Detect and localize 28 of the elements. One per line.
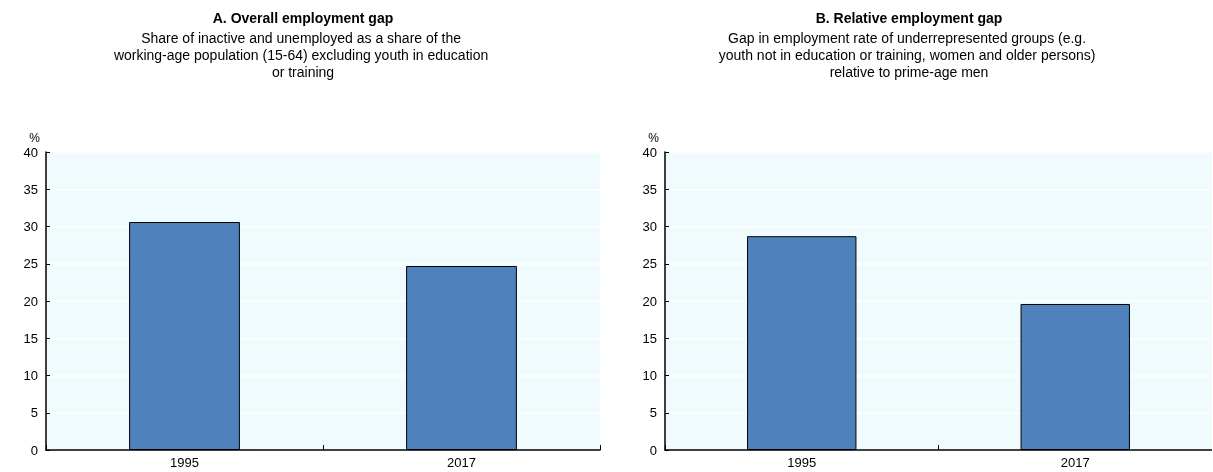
y-tick-label: 35	[23, 181, 38, 197]
y-tick-label: 30	[642, 219, 657, 234]
y-tick-label: 25	[23, 256, 38, 272]
x-tick-label: 1995	[170, 455, 199, 470]
y-axis-title: %	[29, 131, 41, 145]
y-axis-title: %	[648, 131, 660, 145]
y-tick-label: 40	[642, 144, 657, 160]
y-tick-label: 10	[642, 368, 657, 383]
chart-title: B. Relative employment gap	[815, 10, 1003, 26]
y-tick-label: 10	[23, 368, 38, 383]
y-tick-label: 5	[649, 405, 657, 421]
y-tick-label: 5	[30, 405, 38, 421]
y-tick-label: 0	[30, 442, 38, 458]
y-tick-label: 20	[23, 293, 38, 309]
y-tick-label: 20	[642, 293, 657, 309]
x-tick-label: 1995	[787, 455, 817, 470]
chart-subtitle: Gap in employment rate of underrepresented groups (e.g. youth not in education or training, women and older persons) relative to prime-age men	[718, 29, 1100, 80]
y-tick-label: 35	[642, 181, 657, 197]
y-tick-label: 40	[23, 144, 38, 160]
chart-title: A. Overall employment gap	[212, 10, 394, 26]
y-tick-label: 0	[649, 442, 657, 458]
y-tick-label: 25	[642, 256, 657, 272]
y-tick-label: 15	[642, 330, 657, 346]
chart-subtitle: Share of inactive and unemployed as a share of the working-age population (15-64) excluding youth in education or training	[112, 29, 493, 80]
y-tick-label: 15	[23, 330, 38, 346]
x-tick-label: 2017	[1060, 455, 1090, 470]
x-tick-label: 2017	[447, 455, 476, 470]
y-tick-label: 30	[23, 219, 38, 234]
